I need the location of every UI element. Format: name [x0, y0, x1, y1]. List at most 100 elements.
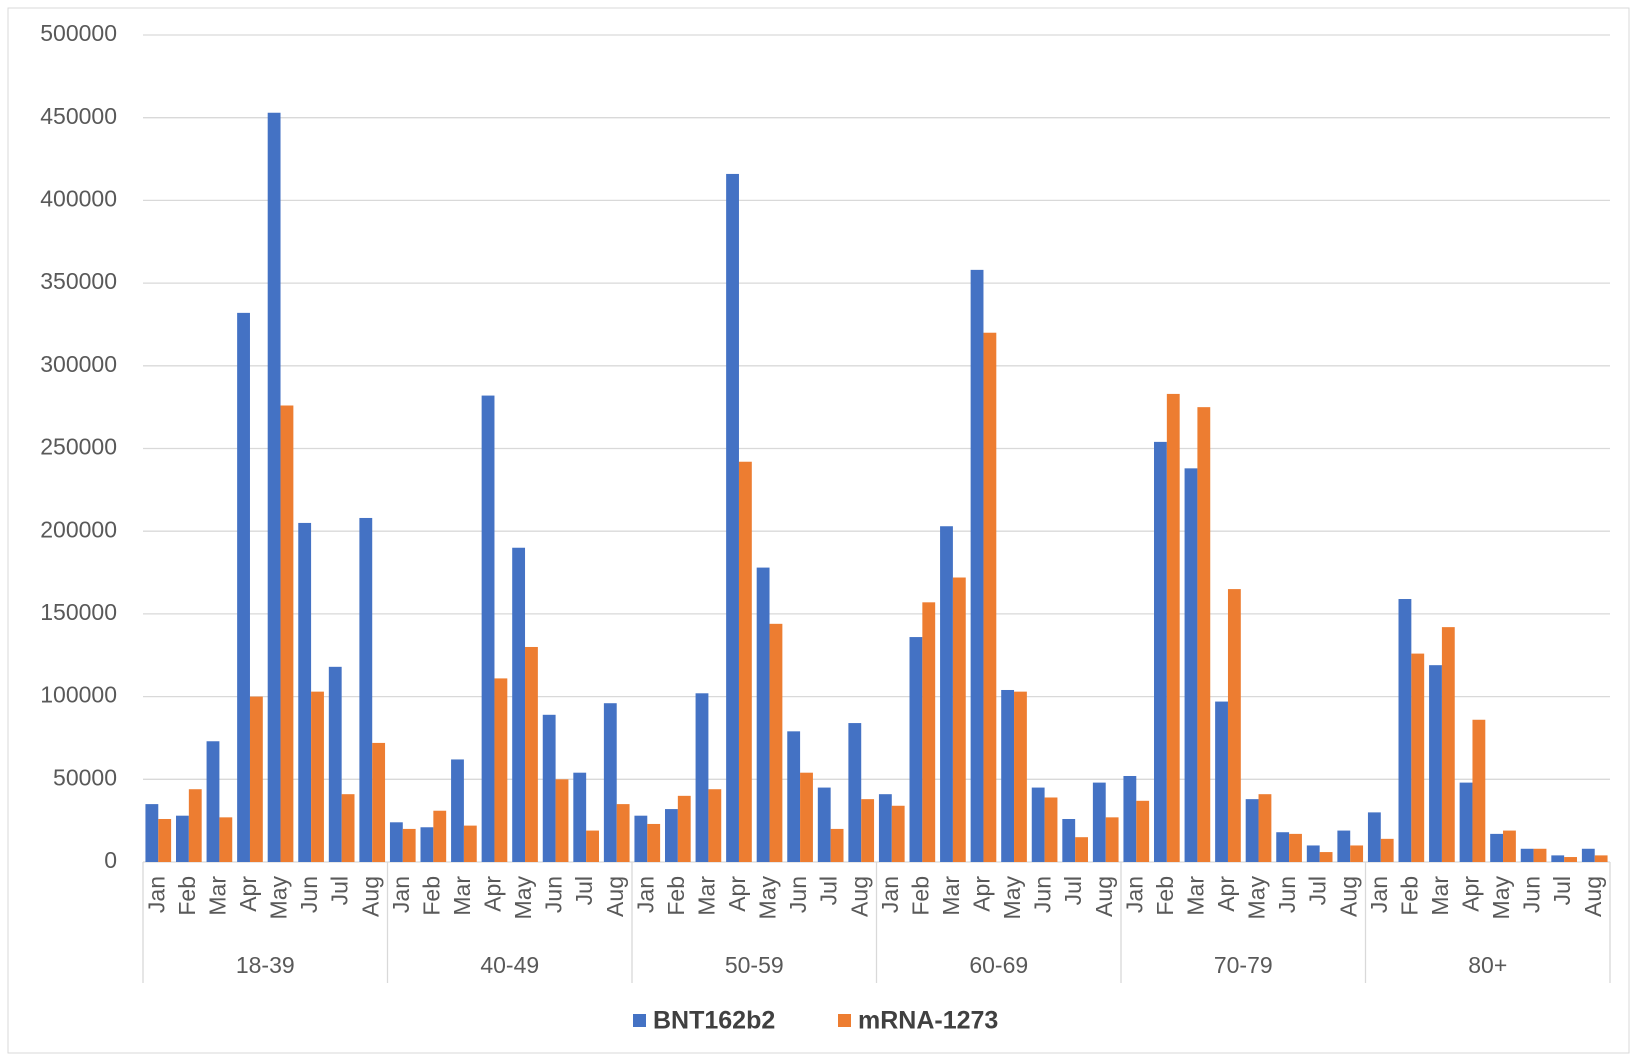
bar: [878, 794, 892, 862]
x-tick-label: Feb: [907, 876, 933, 916]
bar: [359, 517, 373, 862]
bar: [158, 818, 172, 862]
bar: [481, 395, 495, 862]
y-tick-label: 200000: [40, 516, 117, 542]
legend-label: mRNA-1273: [858, 1007, 998, 1035]
bar: [1227, 589, 1241, 862]
x-tick-label: Apr: [235, 876, 261, 912]
x-tick-label: Jul: [1549, 876, 1575, 905]
x-tick-label: Feb: [1152, 876, 1178, 916]
x-tick-label: Apr: [724, 876, 750, 912]
x-tick-label: Jan: [143, 876, 169, 913]
bar: [298, 522, 312, 862]
bar: [402, 828, 416, 862]
x-tick-label: Feb: [663, 876, 689, 916]
bar: [1459, 782, 1473, 862]
bar: [1154, 441, 1167, 862]
bar: [463, 825, 477, 862]
bar: [1136, 800, 1150, 862]
bar: [1258, 794, 1272, 862]
x-tick-label: May: [999, 876, 1025, 920]
bar: [1490, 833, 1504, 862]
bar: [940, 526, 953, 862]
bar: [1014, 691, 1027, 862]
bar: [1245, 799, 1259, 862]
x-tick-label: Aug: [846, 876, 872, 917]
bar: [586, 830, 599, 862]
bar: [267, 112, 281, 863]
bar: [952, 577, 966, 862]
x-tick-label: Aug: [602, 876, 628, 917]
x-tick-label: Jun: [785, 876, 811, 913]
bar: [1472, 719, 1486, 862]
x-tick-label: May: [266, 876, 292, 920]
bar: [695, 693, 709, 862]
bar: [1062, 818, 1076, 862]
bar: [219, 817, 233, 862]
bar: [1551, 855, 1565, 862]
y-tick-label: 300000: [40, 351, 117, 377]
bar: [1031, 787, 1045, 862]
bar: [1594, 855, 1608, 862]
x-tick-label: Apr: [969, 876, 995, 912]
bar: [970, 269, 984, 862]
bar: [726, 173, 739, 862]
bar: [1001, 689, 1015, 862]
x-tick-label: Jun: [1030, 876, 1056, 913]
x-tick-label: Mar: [204, 876, 230, 916]
legend-swatch: [838, 1014, 851, 1027]
bar: [922, 602, 936, 862]
x-tick-label: Jan: [1366, 876, 1392, 913]
y-tick-label: 500000: [40, 20, 117, 46]
bar: [1441, 627, 1455, 862]
bar: [891, 805, 905, 862]
bar: [1197, 407, 1211, 862]
x-tick-label: Jul: [327, 876, 353, 905]
bar: [1075, 837, 1088, 862]
bar: [665, 809, 678, 862]
bar: [206, 741, 220, 862]
x-tick-label: Apr: [480, 876, 506, 912]
x-tick-label: Jun: [1274, 876, 1300, 913]
x-tick-label: May: [510, 876, 536, 920]
bar: [1123, 775, 1137, 862]
bar: [573, 772, 587, 862]
group-label: 60-69: [969, 952, 1028, 978]
bar: [237, 312, 250, 862]
x-tick-label: May: [755, 876, 781, 920]
bar: [1533, 848, 1547, 862]
bar: [372, 742, 386, 862]
bar: [634, 815, 648, 862]
bar: [311, 691, 324, 862]
bar: [555, 779, 569, 862]
bar: [328, 666, 342, 862]
y-tick-label: 0: [104, 847, 117, 873]
x-tick-label: Jun: [296, 876, 322, 913]
x-tick-label: Feb: [418, 876, 444, 916]
legend-swatch: [633, 1014, 646, 1027]
x-tick-label: Jan: [632, 876, 658, 913]
x-tick-label: May: [1244, 876, 1270, 920]
x-tick-label: Mar: [938, 876, 964, 916]
bar: [1411, 653, 1425, 862]
bar: [525, 646, 538, 862]
bar: [708, 789, 722, 862]
x-tick-label: Jul: [1305, 876, 1331, 905]
bar: [1337, 830, 1351, 862]
bar: [1503, 830, 1516, 862]
x-tick-label: Mar: [693, 876, 719, 916]
x-tick-label: May: [1488, 876, 1514, 920]
bar: [280, 405, 294, 862]
group-label: 80+: [1468, 952, 1507, 978]
bar: [494, 678, 508, 862]
bar: [341, 794, 355, 862]
x-tick-label: Jul: [816, 876, 842, 905]
x-tick-label: Aug: [1091, 876, 1117, 917]
x-tick-label: Jun: [1519, 876, 1545, 913]
x-tick-label: Jul: [1060, 876, 1086, 905]
bar: [1215, 701, 1228, 862]
bar: [787, 731, 801, 862]
bar: [756, 567, 770, 862]
bar: [1350, 845, 1364, 862]
